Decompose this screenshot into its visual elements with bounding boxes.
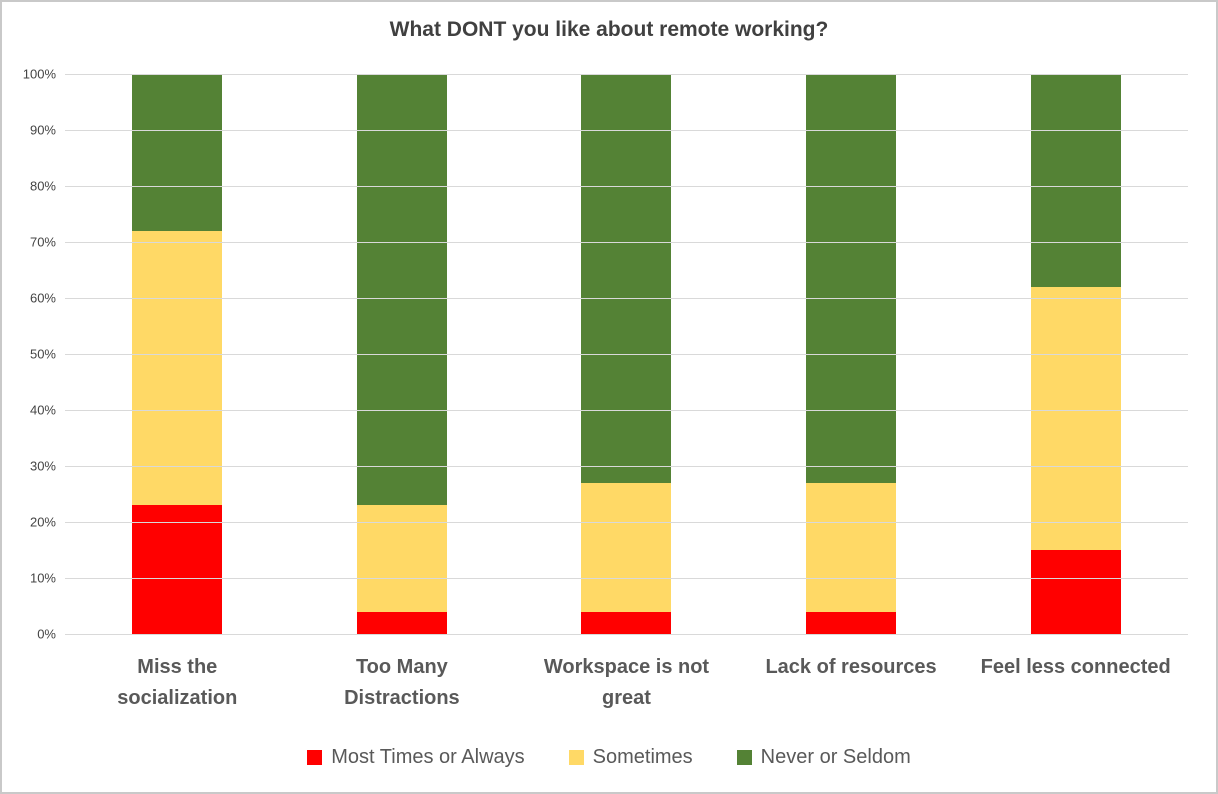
- x-axis-labels: Miss the socialization Too Many Distracti…: [65, 652, 1188, 714]
- bar-segment-most-times-or-always: [806, 611, 897, 634]
- gridline: [65, 242, 1188, 243]
- gridline: [65, 466, 1188, 467]
- gridline: [65, 522, 1188, 523]
- gridline: [65, 410, 1188, 411]
- bar-slot-lack-of-resources: [739, 74, 964, 634]
- category-label-feel-less-connected: Feel less connected: [980, 656, 1171, 678]
- y-tick-label: 60%: [29, 290, 56, 306]
- bar-segment-never-or-seldom: [356, 74, 447, 506]
- gridline: [65, 186, 1188, 187]
- bar-segment-sometimes: [806, 482, 897, 612]
- legend-item-most-times-or-always: Most Times or Always: [307, 746, 525, 769]
- category-label-too-many-distractions: Too Many Distractions: [344, 656, 460, 709]
- legend-label: Never or Seldom: [760, 746, 911, 768]
- plot-area: [65, 74, 1188, 635]
- bar-segment-never-or-seldom: [132, 74, 223, 231]
- bar-segment-sometimes: [581, 482, 672, 612]
- category-label-workspace-is-not-great: Workspace is not great: [543, 656, 710, 709]
- y-tick-label: 50%: [29, 346, 56, 362]
- bars-container: [65, 74, 1188, 634]
- bar-slot-miss-the-socialization: [65, 74, 290, 634]
- y-tick-label: 30%: [29, 458, 56, 474]
- bar-segment-most-times-or-always: [581, 611, 672, 634]
- bar-segment-most-times-or-always: [1030, 550, 1121, 634]
- bar-column-lack-of-resources: [806, 74, 897, 634]
- bar-segment-most-times-or-always: [356, 611, 447, 634]
- bar-slot-workspace-is-not-great: [514, 74, 739, 634]
- legend-label: Sometimes: [592, 746, 693, 768]
- bar-segment-never-or-seldom: [581, 74, 672, 483]
- legend-item-sometimes: Sometimes: [568, 746, 693, 769]
- y-tick-label: 70%: [29, 234, 56, 250]
- y-tick-label: 80%: [29, 178, 56, 194]
- legend-swatch-never-or-seldom: [736, 750, 752, 765]
- y-axis: 0% 10% 20% 30% 40% 50% 60% 70% 80% 90% 100%: [2, 67, 56, 642]
- gridline: [65, 354, 1188, 355]
- bar-slot-feel-less-connected: [963, 74, 1188, 634]
- gridline: [65, 578, 1188, 579]
- y-tick-label: 0%: [37, 626, 56, 642]
- category-label-lack-of-resources: Lack of resources: [765, 656, 937, 678]
- bar-segment-never-or-seldom: [1030, 74, 1121, 287]
- y-tick-label: 90%: [29, 122, 56, 138]
- bar-segment-most-times-or-always: [132, 505, 223, 634]
- bar-column-workspace-is-not-great: [581, 74, 672, 634]
- y-tick-label: 40%: [29, 402, 56, 418]
- bar-segment-sometimes: [1030, 286, 1121, 550]
- legend-swatch-sometimes: [568, 750, 584, 765]
- bar-segment-sometimes: [132, 230, 223, 506]
- gridline: [65, 634, 1188, 635]
- chart-title: What DONT you like about remote working?: [389, 18, 829, 41]
- category-label-miss-the-socialization: Miss the socialization: [117, 656, 238, 709]
- legend-label: Most Times or Always: [331, 746, 525, 768]
- legend-item-never-or-seldom: Never or Seldom: [736, 746, 911, 769]
- y-tick-label: 100%: [22, 66, 56, 82]
- gridline: [65, 298, 1188, 299]
- bar-segment-never-or-seldom: [806, 74, 897, 483]
- legend-swatch-most-times-or-always: [307, 750, 323, 765]
- y-tick-label: 10%: [29, 570, 56, 586]
- y-tick-label: 20%: [29, 514, 56, 530]
- legend: Most Times or Always Sometimes Never or Se…: [2, 746, 1216, 769]
- bar-column-feel-less-connected: [1030, 74, 1121, 634]
- bar-column-miss-the-socialization: [132, 74, 223, 634]
- gridline: [65, 74, 1188, 75]
- gridline: [65, 130, 1188, 131]
